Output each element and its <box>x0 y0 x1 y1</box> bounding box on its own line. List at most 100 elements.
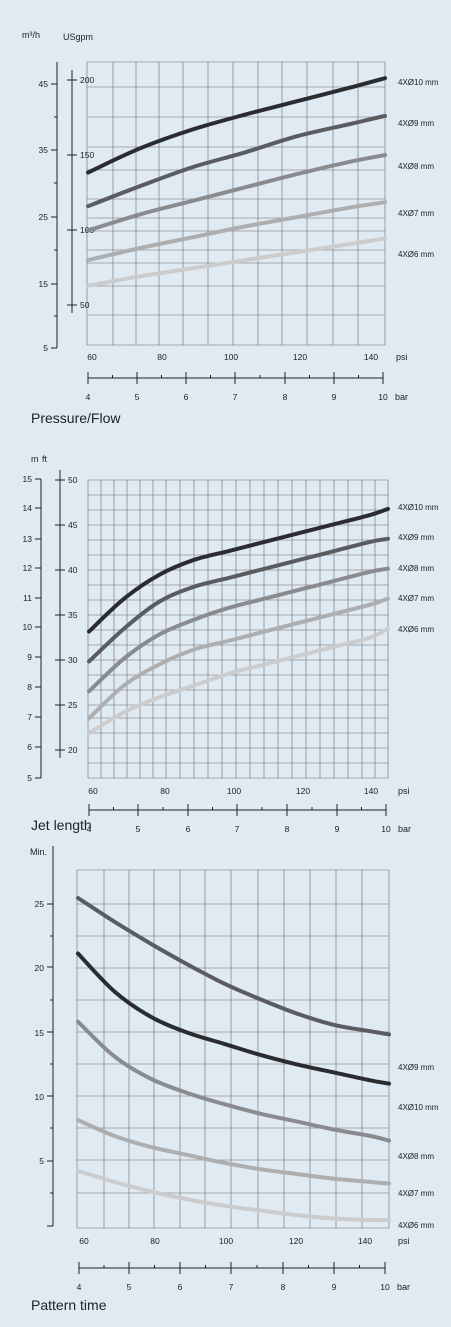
bar-tick-label: 6 <box>184 392 189 402</box>
series-label: 4XØ6 mm <box>398 250 434 259</box>
left-axis-unit: m³/h <box>22 30 40 40</box>
left-axis-unit: Min. <box>30 847 47 857</box>
series-label: 4XØ6 mm <box>398 625 434 634</box>
left-axis-tick-label: 5 <box>43 343 48 353</box>
left-axis-tick-label: 15 <box>35 1028 45 1038</box>
bar-tick-label: 4 <box>86 392 91 402</box>
left-axis-tick-label: 10 <box>35 1092 45 1102</box>
psi-tick-label: 60 <box>87 352 97 362</box>
psi-tick-label: 140 <box>358 1236 372 1246</box>
secondary-axis-unit: ft <box>42 454 48 464</box>
psi-unit-label: psi <box>398 1236 410 1246</box>
secondary-axis-tick-label: 50 <box>80 300 90 310</box>
psi-tick-label: 80 <box>150 1236 160 1246</box>
grid <box>76 869 390 1229</box>
left-axis-tick-label: 13 <box>23 534 33 544</box>
bar-tick-label: 9 <box>335 824 340 834</box>
psi-tick-label: 100 <box>224 352 238 362</box>
bar-unit-label: bar <box>397 1282 410 1292</box>
series-label: 4XØ9 mm <box>398 1063 434 1072</box>
left-axis-unit: m <box>31 454 39 464</box>
bar-tick-label: 4 <box>87 824 92 834</box>
psi-tick-label: 140 <box>364 352 378 362</box>
psi-tick-label: 80 <box>157 352 167 362</box>
series-line <box>87 596 390 721</box>
series-line <box>86 153 387 233</box>
psi-tick-label: 60 <box>88 786 98 796</box>
left-axis <box>35 478 42 779</box>
secondary-axis-tick-label: 35 <box>68 610 78 620</box>
grid <box>86 61 386 346</box>
bar-tick-label: 7 <box>235 824 240 834</box>
psi-tick-label: 120 <box>296 786 310 796</box>
series-label: 4XØ10 mm <box>398 78 439 87</box>
secondary-axis-tick-label: 50 <box>68 475 78 485</box>
series-label: 4XØ7 mm <box>398 594 434 603</box>
series-line <box>76 896 391 1037</box>
secondary-axis-tick-label: 45 <box>68 520 78 530</box>
series-label: 4XØ10 mm <box>398 503 439 512</box>
bar-axis <box>87 372 384 384</box>
psi-unit-label: psi <box>398 786 410 796</box>
series-line <box>76 1168 391 1223</box>
series-label: 4XØ8 mm <box>398 162 434 171</box>
left-axis-tick-label: 5 <box>39 1156 44 1166</box>
chart-caption: Pattern time <box>31 1297 107 1313</box>
bar-tick-label: 10 <box>380 1282 390 1292</box>
bar-tick-label: 8 <box>285 824 290 834</box>
bar-unit-label: bar <box>398 824 411 834</box>
series-label: 4XØ8 mm <box>398 1152 434 1161</box>
series-label: 4XØ7 mm <box>398 1189 434 1198</box>
chart-caption: Pressure/Flow <box>31 410 121 426</box>
bar-tick-label: 6 <box>186 824 191 834</box>
secondary-axis-tick-label: 200 <box>80 75 94 85</box>
series-line <box>87 566 390 694</box>
series-label: 4XØ9 mm <box>398 533 434 542</box>
secondary-axis-unit: USgpm <box>63 32 93 42</box>
chart-caption: Jet length <box>31 817 92 833</box>
bar-tick-label: 8 <box>281 1282 286 1292</box>
series-line <box>76 1019 391 1143</box>
bar-tick-label: 4 <box>77 1282 82 1292</box>
secondary-axis-tick-label: 30 <box>68 655 78 665</box>
left-axis-tick-label: 15 <box>23 474 33 484</box>
bar-tick-label: 6 <box>178 1282 183 1292</box>
left-axis-tick-label: 7 <box>27 712 32 722</box>
series-label: 4XØ9 mm <box>398 119 434 128</box>
bar-axis <box>88 804 387 816</box>
psi-tick-label: 120 <box>289 1236 303 1246</box>
left-axis-tick-label: 25 <box>39 212 49 222</box>
left-axis-tick-label: 25 <box>35 899 45 909</box>
series-label: 4XØ7 mm <box>398 209 434 218</box>
left-axis <box>51 62 58 349</box>
bar-tick-label: 10 <box>378 392 388 402</box>
left-axis-tick-label: 45 <box>39 79 49 89</box>
bar-tick-label: 5 <box>127 1282 132 1292</box>
bar-axis <box>78 1262 386 1274</box>
series-label: 4XØ10 mm <box>398 1103 439 1112</box>
left-axis-tick-label: 6 <box>27 742 32 752</box>
left-axis-tick-label: 35 <box>39 145 49 155</box>
bar-tick-label: 7 <box>233 392 238 402</box>
bar-tick-label: 8 <box>283 392 288 402</box>
series-line <box>86 200 387 263</box>
series-line <box>86 76 387 175</box>
series-line <box>76 1118 391 1186</box>
bar-tick-label: 10 <box>381 824 391 834</box>
left-axis-tick-label: 20 <box>35 963 45 973</box>
grid <box>87 479 389 779</box>
series-label: 4XØ6 mm <box>398 1221 434 1230</box>
psi-tick-label: 100 <box>219 1236 233 1246</box>
left-axis-tick-label: 8 <box>27 682 32 692</box>
secondary-axis-tick-label: 40 <box>68 565 78 575</box>
psi-tick-label: 140 <box>364 786 378 796</box>
bar-unit-label: bar <box>395 392 408 402</box>
bar-tick-label: 5 <box>135 392 140 402</box>
series-line <box>87 536 390 664</box>
left-axis-tick-label: 15 <box>39 279 49 289</box>
psi-tick-label: 120 <box>293 352 307 362</box>
secondary-axis-tick-label: 25 <box>68 700 78 710</box>
